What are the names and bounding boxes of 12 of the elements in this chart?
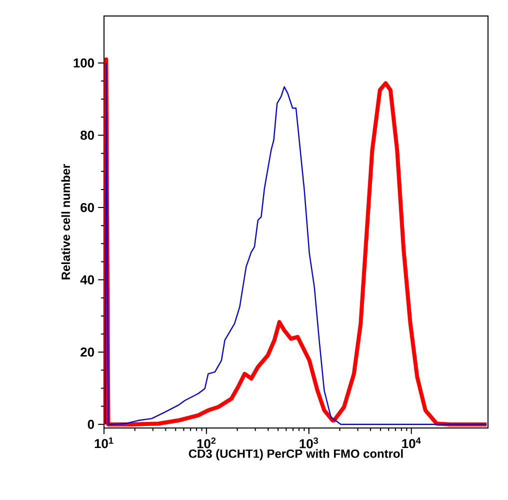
x-tick-label: 10$^{2}$: [197, 437, 216, 448]
y-tick-label: 60: [80, 202, 94, 212]
x-tick-label: 10$^{3}$: [300, 437, 318, 448]
x-tick-label: 10$^{4}$: [402, 437, 421, 448]
x-tick-label: 10$^{1}$: [94, 437, 114, 448]
x-axis-title: CD3 (UCHT1) PerCP with FMO control: [188, 449, 403, 460]
y-tick-label: 100: [74, 58, 94, 68]
y-axis-title: Relative cell number: [61, 164, 70, 280]
y-tick-label: 0: [88, 420, 94, 429]
y-tick-label: 20: [80, 348, 94, 357]
y-tick-label: 80: [80, 130, 94, 140]
y-tick-label: 40: [80, 275, 94, 284]
